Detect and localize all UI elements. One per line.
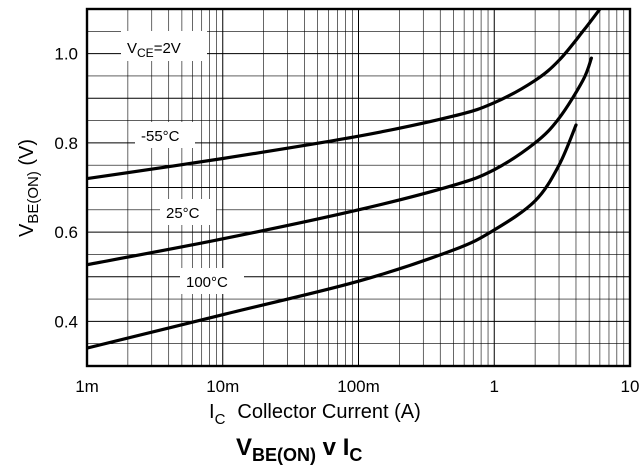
grid — [87, 9, 630, 366]
tick-labels: 1m 10m 100m 1 10 0.4 0.6 0.8 1.0 — [54, 45, 639, 396]
svg-text:100°C: 100°C — [186, 274, 228, 291]
plot-frame — [85, 7, 632, 368]
condition-annotation: VCE=2V — [121, 31, 207, 61]
x-tick-label: 100m — [337, 377, 380, 396]
y-tick-label: 0.6 — [54, 223, 78, 242]
series-line-1 — [87, 56, 593, 267]
series-label-25: 25°C — [160, 199, 216, 225]
series-label-minus55: -55°C — [135, 122, 195, 148]
x-tick-label: 10m — [206, 377, 239, 396]
series-label-100: 100°C — [180, 268, 244, 294]
y-tick-label: 1.0 — [54, 45, 78, 64]
x-tick-label: 10 — [621, 377, 640, 396]
x-tick-label: 1 — [490, 377, 499, 396]
series-line-0 — [87, 9, 602, 181]
x-tick-label: 1m — [75, 377, 99, 396]
x-axis-label: IC Collector Current (A) — [209, 401, 421, 428]
chart-title: VBE(ON) v IC — [236, 434, 362, 465]
svg-text:VCE=2V: VCE=2V — [127, 40, 181, 60]
svg-text:-55°C: -55°C — [141, 128, 180, 145]
y-tick-label: 0.4 — [54, 312, 78, 331]
y-axis-label: VBE(ON) (V) — [16, 139, 42, 237]
series-curves — [87, 9, 602, 350]
y-tick-label: 0.8 — [54, 134, 78, 153]
series-line-2 — [87, 123, 578, 350]
svg-text:25°C: 25°C — [166, 205, 200, 222]
